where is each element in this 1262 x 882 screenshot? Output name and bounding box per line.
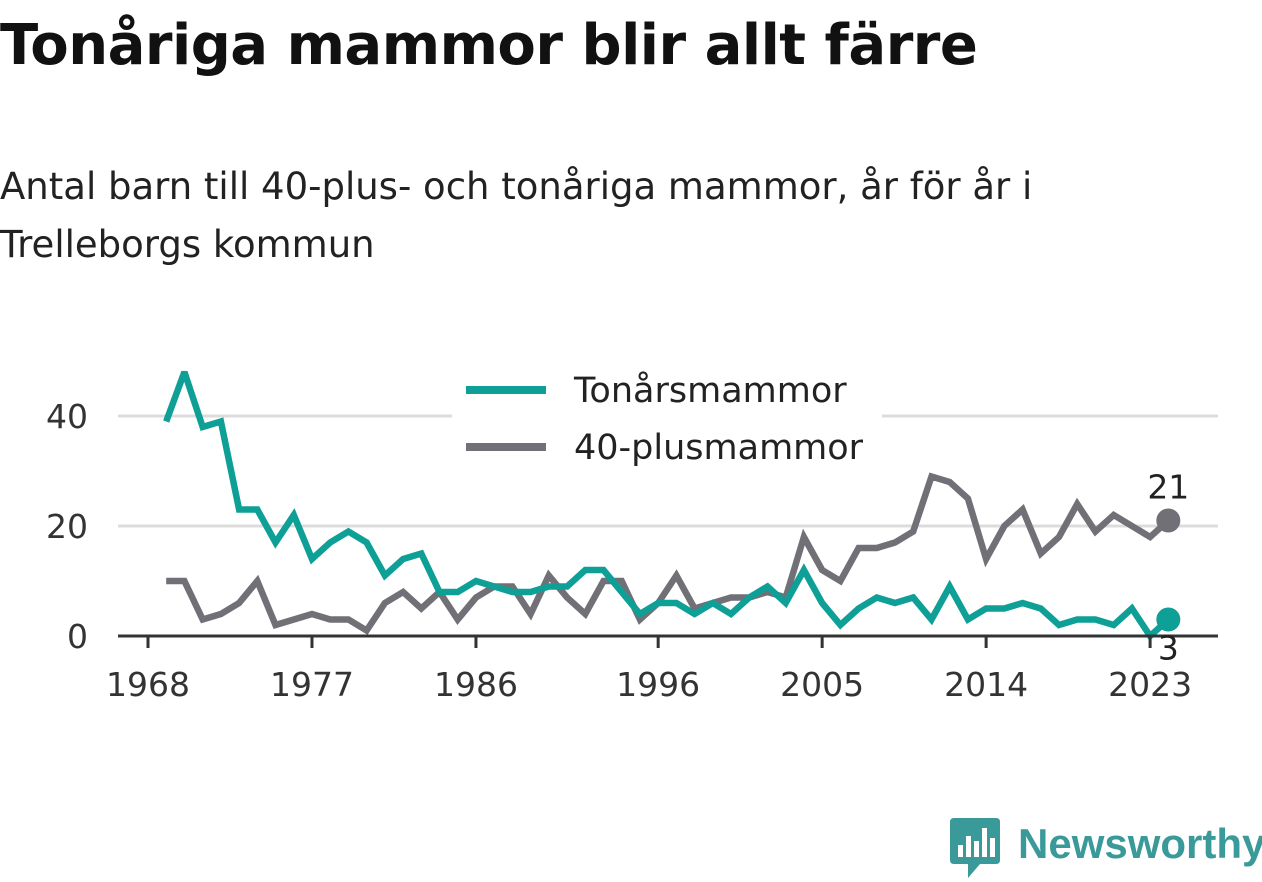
x-tick-label-1968: 1968 <box>106 665 190 704</box>
series-lines <box>163 370 1171 641</box>
legend: Tonårsmammor 40-plusmammor <box>452 366 882 476</box>
end-marker-1 <box>1156 508 1181 533</box>
series-line-0 <box>163 370 1171 641</box>
end-marker-0 <box>1156 607 1181 632</box>
legend-label-0: Tonårsmammor <box>573 370 847 411</box>
newsworthy-logo-text: Newsworthy <box>1018 820 1262 867</box>
x-tick-label-1977: 1977 <box>270 665 354 704</box>
end-labels: 3 21 <box>1147 468 1189 668</box>
x-tick-label-1996: 1996 <box>616 665 700 704</box>
legend-label-1: 40-plusmammor <box>574 428 864 468</box>
legend-background <box>452 366 882 476</box>
x-tick-label-2005: 2005 <box>780 665 864 704</box>
series-line-1 <box>166 472 1171 635</box>
newsworthy-bar-chart-icon <box>950 818 1000 878</box>
y-tick-label-20: 20 <box>46 507 88 546</box>
chart-subtitle: Antal barn till 40-plus- och tonåriga ma… <box>0 165 1033 266</box>
x-tick-label-1986: 1986 <box>434 665 518 704</box>
gridlines: 0 20 40 <box>46 397 1218 656</box>
x-axis: 1968 1977 1986 1996 2005 2014 2023 <box>106 634 1218 704</box>
x-tick-label-2014: 2014 <box>944 665 1028 704</box>
y-tick-label-40: 40 <box>46 397 88 436</box>
chart-title: Tonåriga mammor blir allt färre <box>0 13 978 78</box>
end-label-1: 21 <box>1147 468 1189 507</box>
end-label-0: 3 <box>1158 629 1179 668</box>
x-tick-label-2023: 2023 <box>1108 665 1192 704</box>
y-tick-label-0: 0 <box>67 617 88 656</box>
